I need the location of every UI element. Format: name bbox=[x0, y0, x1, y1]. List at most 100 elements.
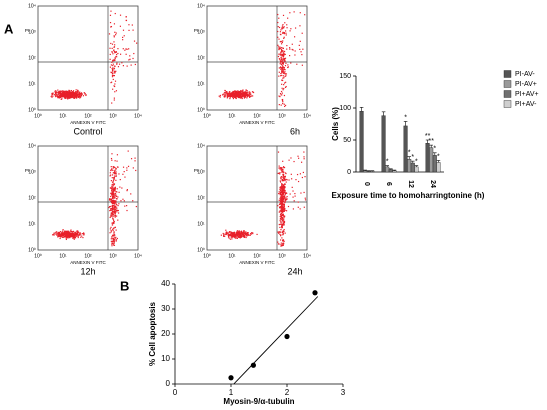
event-dot bbox=[283, 171, 285, 173]
event-dot bbox=[284, 57, 287, 59]
event-dot bbox=[229, 98, 231, 100]
event-dot bbox=[56, 234, 58, 236]
event-dot bbox=[237, 94, 239, 96]
event-dot bbox=[113, 169, 115, 172]
event-dot bbox=[230, 92, 232, 94]
event-dot bbox=[226, 232, 228, 235]
event-dot bbox=[114, 213, 116, 215]
event-dot bbox=[243, 93, 245, 95]
y-tick-label: 10¹ bbox=[28, 81, 36, 87]
event-dot bbox=[59, 94, 61, 96]
event-dot bbox=[280, 215, 282, 217]
event-dot bbox=[282, 233, 285, 235]
event-dot bbox=[109, 58, 111, 60]
event-dot bbox=[115, 201, 117, 203]
event-dot bbox=[113, 58, 115, 61]
event-dot bbox=[283, 239, 285, 242]
event-dot bbox=[112, 197, 114, 199]
event-dot bbox=[282, 197, 284, 199]
event-dot bbox=[127, 165, 130, 167]
event-dot bbox=[111, 193, 113, 196]
event-dot bbox=[75, 96, 77, 98]
event-dot bbox=[279, 203, 281, 205]
legend-swatch bbox=[503, 100, 512, 108]
event-dot bbox=[278, 95, 280, 97]
event-dot bbox=[68, 235, 70, 237]
event-dot bbox=[283, 228, 285, 231]
event-dot bbox=[79, 95, 81, 97]
event-dot bbox=[55, 91, 58, 93]
event-dot bbox=[223, 235, 225, 237]
event-dot bbox=[65, 90, 67, 92]
event-dot bbox=[238, 231, 240, 233]
event-dot bbox=[282, 186, 285, 188]
event-dot bbox=[281, 92, 283, 94]
event-dot bbox=[280, 40, 282, 43]
event-dot bbox=[243, 236, 245, 238]
event-dot bbox=[112, 229, 114, 232]
event-dot bbox=[109, 216, 111, 219]
event-dot bbox=[291, 48, 293, 51]
event-dot bbox=[114, 211, 117, 213]
event-dot bbox=[282, 174, 284, 176]
event-dot bbox=[281, 237, 283, 239]
event-dot bbox=[112, 214, 114, 216]
event-dot bbox=[280, 202, 282, 204]
event-dot bbox=[283, 240, 285, 243]
event-dot bbox=[239, 94, 242, 96]
event-dot bbox=[134, 160, 136, 162]
event-dot bbox=[235, 233, 237, 235]
event-dot bbox=[282, 244, 284, 246]
event-dot bbox=[278, 49, 280, 51]
event-dot bbox=[113, 238, 115, 241]
data-point bbox=[312, 290, 318, 296]
event-dot bbox=[57, 95, 59, 97]
event-dot bbox=[231, 93, 233, 95]
event-dot bbox=[282, 214, 284, 216]
event-dot bbox=[113, 195, 115, 197]
event-dot bbox=[281, 94, 283, 96]
event-dot bbox=[283, 72, 285, 75]
event-dot bbox=[281, 188, 283, 191]
event-dot bbox=[56, 95, 58, 97]
event-dot bbox=[282, 65, 284, 67]
y-tick-label: 10⁰ bbox=[28, 247, 36, 253]
event-dot bbox=[287, 66, 289, 68]
event-dot bbox=[297, 180, 300, 183]
event-dot bbox=[230, 95, 232, 97]
event-dot bbox=[283, 184, 285, 187]
event-dot bbox=[280, 43, 283, 45]
event-dot bbox=[289, 48, 291, 50]
event-dot bbox=[281, 193, 284, 195]
event-dot bbox=[281, 244, 284, 247]
event-dot bbox=[111, 51, 113, 53]
event-dot bbox=[110, 42, 112, 45]
y-tick-label: 10² bbox=[28, 55, 36, 61]
event-dot bbox=[55, 92, 57, 94]
event-dot bbox=[110, 187, 112, 189]
event-dot bbox=[248, 93, 250, 95]
event-dot bbox=[111, 224, 113, 226]
event-dot bbox=[111, 208, 114, 210]
event-dot bbox=[69, 90, 71, 93]
event-dot bbox=[283, 54, 285, 57]
event-dot bbox=[114, 234, 116, 236]
event-dot bbox=[248, 234, 250, 236]
event-dot bbox=[299, 208, 301, 210]
event-dot bbox=[75, 95, 78, 97]
event-dot bbox=[113, 203, 116, 205]
event-dot bbox=[61, 93, 63, 95]
event-dot bbox=[57, 94, 60, 96]
event-dot bbox=[74, 234, 76, 236]
event-dot bbox=[303, 151, 305, 153]
event-dot bbox=[82, 233, 85, 235]
event-dot bbox=[69, 234, 71, 236]
event-dot bbox=[284, 172, 287, 174]
event-dot bbox=[240, 233, 243, 235]
event-dot bbox=[283, 60, 285, 62]
event-dot bbox=[283, 87, 285, 90]
event-dot bbox=[117, 48, 119, 50]
event-dot bbox=[280, 90, 283, 93]
event-dot bbox=[122, 29, 125, 31]
